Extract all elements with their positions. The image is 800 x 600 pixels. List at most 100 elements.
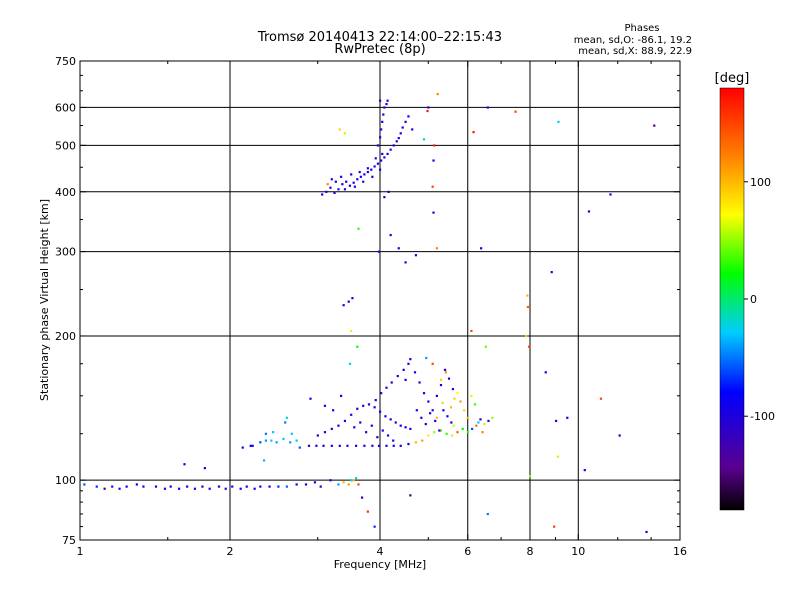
data-point (186, 485, 189, 488)
data-point (404, 261, 407, 264)
data-point (217, 485, 221, 488)
data-point (397, 247, 400, 250)
data-point (472, 131, 475, 134)
data-point (544, 371, 547, 374)
data-point (384, 415, 387, 418)
data-point (449, 406, 453, 409)
data-point (550, 270, 553, 274)
data-point (583, 469, 586, 472)
data-point (241, 446, 244, 449)
data-point (459, 400, 462, 403)
data-point (433, 144, 436, 147)
x-tick-label: 2 (227, 545, 234, 558)
data-point (259, 485, 262, 488)
data-point (413, 371, 417, 374)
data-point (434, 419, 437, 423)
colorbar-tick-label: 0 (750, 293, 757, 306)
data-point (527, 345, 531, 348)
data-point (362, 180, 365, 183)
data-point (381, 120, 384, 123)
data-point (374, 399, 377, 402)
data-point (446, 415, 449, 418)
data-point (307, 444, 311, 447)
colorbar-tick-label: 100 (750, 176, 771, 189)
data-point (475, 424, 478, 427)
data-point (432, 159, 435, 162)
data-point (525, 334, 528, 338)
colorbar-tick-label: -100 (750, 410, 775, 423)
data-point (367, 403, 371, 406)
data-point (371, 444, 374, 447)
data-point (322, 444, 325, 447)
data-point (363, 173, 366, 176)
data-point (587, 210, 591, 213)
data-point (259, 441, 262, 444)
y-tick-label: 300 (55, 246, 76, 259)
data-point (409, 358, 412, 361)
data-point (319, 485, 322, 488)
data-point (231, 485, 234, 488)
data-point (329, 186, 332, 189)
data-point (356, 407, 359, 410)
data-point (376, 144, 380, 147)
data-point (366, 167, 369, 170)
data-point (435, 247, 438, 250)
data-point (486, 106, 489, 109)
colorbar: [deg] 100 0 -100 (715, 71, 775, 511)
data-point (436, 92, 439, 96)
data-point (201, 485, 204, 488)
data-point (481, 431, 484, 434)
data-point (357, 227, 360, 230)
data-point (203, 467, 206, 470)
data-point (358, 170, 361, 174)
data-point (376, 436, 379, 439)
data-point (333, 191, 336, 195)
phases-o-stats: mean, sd,O: -86.1, 19.2 (574, 35, 692, 46)
data-point (309, 397, 312, 400)
data-point (452, 424, 455, 427)
data-point (330, 178, 333, 181)
data-points (83, 92, 656, 534)
data-point (556, 455, 560, 458)
data-point (404, 120, 407, 123)
data-point (347, 483, 350, 486)
data-point (83, 483, 86, 486)
data-point (373, 525, 376, 528)
data-point (268, 485, 271, 488)
data-point (486, 512, 489, 516)
data-point (348, 362, 352, 365)
data-point (466, 416, 469, 419)
data-point (350, 173, 353, 176)
data-point (337, 424, 340, 427)
x-axis-label: Frequency [MHz] (334, 558, 426, 571)
data-point (383, 106, 386, 109)
x-tick-label: 10 (571, 545, 585, 558)
data-point (366, 170, 369, 174)
data-point (183, 463, 186, 466)
data-point (395, 140, 398, 143)
data-point (389, 418, 392, 421)
data-point (407, 115, 410, 118)
data-point (332, 409, 335, 412)
data-point (360, 496, 364, 499)
data-point (304, 483, 308, 486)
data-point (177, 487, 181, 490)
data-point (439, 378, 443, 381)
data-point (362, 404, 365, 407)
data-point (277, 485, 280, 488)
data-point (373, 165, 376, 168)
data-point (414, 441, 418, 444)
data-point (316, 434, 319, 437)
data-point (380, 128, 383, 131)
data-point (103, 487, 106, 490)
data-point (359, 175, 362, 178)
data-point (401, 126, 404, 129)
data-point (439, 383, 443, 387)
y-axis-label: Stationary phase Virtual Height [km] (38, 199, 51, 401)
data-point (95, 485, 98, 488)
data-point (342, 481, 345, 484)
data-point (298, 446, 301, 449)
data-point (313, 481, 317, 484)
data-point (163, 487, 167, 490)
data-point (381, 429, 384, 432)
